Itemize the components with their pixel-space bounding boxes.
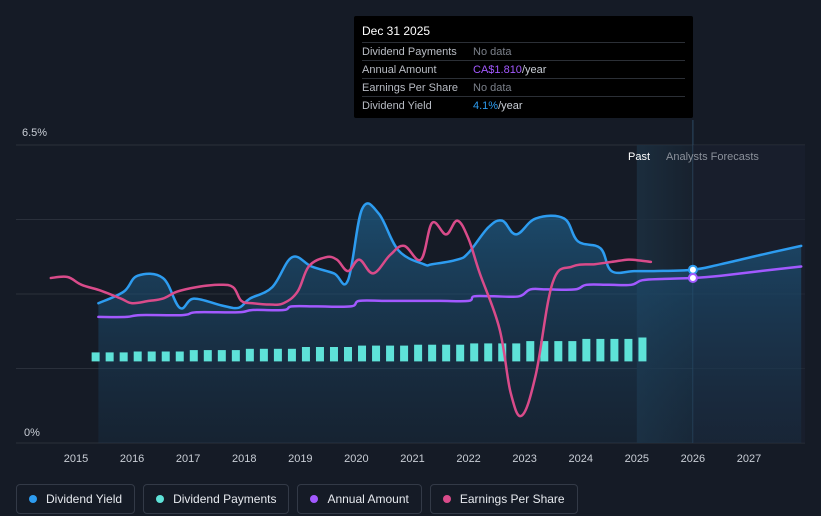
dividend-payment-bar <box>175 351 184 362</box>
legend-label: Dividend Payments <box>173 492 277 506</box>
x-tick-label: 2022 <box>456 453 480 465</box>
dividend-payment-bar <box>105 352 114 362</box>
dividend-payment-bar <box>582 338 591 362</box>
tooltip-row-value: CA$1.810/year <box>473 63 547 76</box>
dividend-payment-bar <box>161 351 170 362</box>
tooltip-row-label: Earnings Per Share <box>362 81 458 94</box>
tooltip-row: Dividend Yield 4.1%/year <box>362 96 685 114</box>
x-tick-label: 2016 <box>120 453 144 465</box>
dividend-payment-bar <box>512 343 521 362</box>
yield-marker <box>687 264 698 275</box>
tooltip-row-label: Dividend Payments <box>362 45 457 58</box>
tooltip-row: Annual Amount CA$1.810/year <box>362 60 685 78</box>
series-lines <box>49 202 803 418</box>
dividend-payment-bar <box>147 351 156 362</box>
dividend-chart: 6.5% 0% Past Analysts Forecasts 2015 2016… <box>16 120 805 465</box>
dividend-payment-bar <box>414 344 423 362</box>
dividend-payment-bar <box>91 352 100 362</box>
dividend-payment-bar <box>638 337 647 362</box>
dividend-payment-bar <box>470 343 479 362</box>
legend-dot-icon <box>310 495 319 503</box>
dividend-payment-bars <box>91 337 647 362</box>
dividend-payment-bar <box>554 341 563 362</box>
legend-dot-icon <box>156 495 165 503</box>
dividend-payment-bar <box>498 343 507 362</box>
dividend-payment-bar <box>540 341 549 362</box>
x-tick-label: 2023 <box>512 453 536 465</box>
annual-amount-marker <box>687 272 698 283</box>
dividend-payment-bar <box>372 345 381 362</box>
dividend-payment-bar <box>344 347 353 362</box>
tooltip-row: Dividend Payments No data <box>362 42 685 60</box>
legend-item[interactable]: Earnings Per Share <box>429 484 578 514</box>
x-tick-label: 2026 <box>681 453 705 465</box>
dividend-payment-bar <box>428 344 437 362</box>
dividend-payment-bar <box>596 338 605 362</box>
x-tick-label: 2025 <box>625 453 649 465</box>
dividend-payment-bar <box>442 344 451 362</box>
tooltip-row-value: No data <box>473 81 512 94</box>
dividend-payment-bar <box>484 343 493 362</box>
earnings-per-share-line <box>49 219 653 418</box>
tooltip-row: Earnings Per Share No data <box>362 78 685 96</box>
y-axis-top-label: 6.5% <box>22 127 47 139</box>
y-axis-bottom-label: 0% <box>24 427 40 439</box>
x-tick-label: 2020 <box>344 453 368 465</box>
dividend-payment-bar <box>456 344 465 362</box>
dividend-payment-bar <box>400 345 409 362</box>
dividend-yield-line <box>97 202 803 310</box>
dividend-payment-bar <box>358 345 367 362</box>
legend-item[interactable]: Dividend Yield <box>16 484 136 514</box>
legend-label: Earnings Per Share <box>459 492 565 506</box>
tooltip-row-label: Dividend Yield <box>362 99 432 112</box>
dividend-payment-bar <box>568 341 577 362</box>
legend: Dividend Yield Dividend Payments Annual Am… <box>16 484 578 514</box>
dividend-payment-bar <box>119 352 128 362</box>
tooltip: Dec 31 2025 Dividend Payments No data Annu… <box>354 16 693 118</box>
dividend-payment-bar <box>231 350 240 362</box>
x-axis-ticks: 2015 2016 2017 2018 2019 2020 2021 2022 2023 2024… <box>64 453 761 465</box>
x-tick-label: 2021 <box>400 453 424 465</box>
tooltip-row-value: No data <box>473 45 512 58</box>
x-tick-label: 2024 <box>569 453 593 465</box>
dividend-payment-bar <box>301 347 310 362</box>
dividend-payment-bar <box>526 341 535 362</box>
x-tick-label: 2015 <box>64 453 88 465</box>
legend-label: Annual Amount <box>327 492 409 506</box>
legend-dot-icon <box>442 495 451 503</box>
dividend-payment-bar <box>259 348 268 362</box>
annual-amount-line <box>97 265 803 319</box>
dividend-payment-bar <box>273 348 282 362</box>
legend-label: Dividend Yield <box>46 492 123 506</box>
forecast-label: Analysts Forecasts <box>666 151 759 163</box>
dividend-payment-bar <box>386 345 395 362</box>
yield-area <box>98 203 802 443</box>
tooltip-date: Dec 31 2025 <box>362 24 431 38</box>
past-label: Past <box>628 151 650 163</box>
legend-item[interactable]: Dividend Payments <box>143 484 290 514</box>
dividend-yield-area <box>98 203 802 443</box>
dividend-payment-bar <box>610 338 619 362</box>
x-tick-label: 2027 <box>737 453 761 465</box>
dividend-payment-bar <box>189 350 198 362</box>
x-tick-label: 2019 <box>288 453 312 465</box>
x-tick-label: 2017 <box>176 453 200 465</box>
tooltip-row-value: 4.1%/year <box>473 99 523 112</box>
dividend-payment-bar <box>329 347 338 362</box>
dividend-payment-bar <box>245 348 254 362</box>
tooltip-row-label: Annual Amount <box>362 63 437 76</box>
dividend-payment-bar <box>133 351 142 362</box>
x-tick-label: 2018 <box>232 453 256 465</box>
legend-item[interactable]: Annual Amount <box>297 484 422 514</box>
dividend-payment-bar <box>203 350 212 362</box>
legend-dot-icon <box>29 495 37 503</box>
dividend-payment-bar <box>287 348 296 362</box>
dividend-payment-bar <box>217 350 226 362</box>
forecast-markers <box>687 264 698 283</box>
dividend-payment-bar <box>315 347 324 362</box>
dividend-payment-bar <box>624 338 633 362</box>
